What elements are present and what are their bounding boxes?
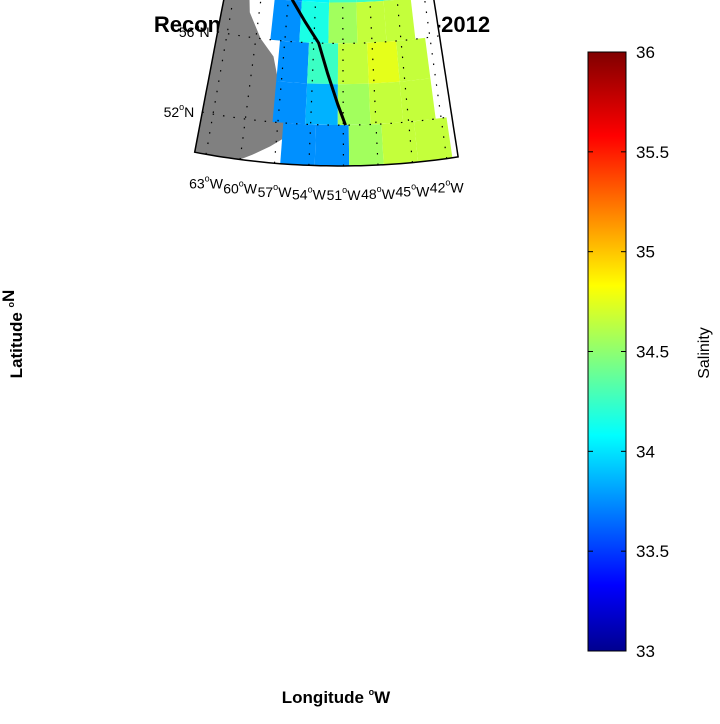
- salinity-cell: [383, 0, 416, 42]
- lat-tick-label: 52oN: [164, 102, 195, 120]
- colorbar-label: Salinity: [696, 327, 713, 379]
- colorbar-tick-label: 35: [636, 243, 655, 262]
- colorbar-tick-label: 34: [636, 442, 655, 461]
- salinity-cell: [368, 81, 404, 125]
- salinity-cell: [348, 124, 384, 166]
- lon-tick-label: 45oW: [395, 182, 430, 200]
- map-frame-outline: [193, 0, 459, 167]
- salinity-cell: [328, 2, 358, 44]
- colorbar-tick-label: 34.5: [636, 343, 669, 362]
- salinity-cell: [337, 42, 369, 85]
- salinity-cell: [396, 37, 431, 82]
- salinity-cell: [399, 78, 436, 123]
- map-area: [193, 0, 459, 167]
- front-contour: [280, 0, 347, 126]
- colorbar-tick-label: 33.5: [636, 542, 669, 561]
- colorbar: 33 33.5 34 34.5 35 35.5 36 Salinity: [587, 43, 713, 661]
- lon-tick-label: 63oW: [189, 173, 224, 191]
- salinity-cell: [280, 122, 316, 166]
- colorbar-tick-label: 33: [636, 642, 655, 661]
- salinity-cell: [272, 81, 308, 125]
- latitude-ticks: 68oN64oN60oN56oN52oN: [164, 22, 210, 120]
- salinity-cell: [314, 124, 350, 166]
- lon-tick-label: 51oW: [327, 185, 362, 203]
- salinity-cell: [381, 121, 419, 165]
- lon-tick-label: 48oW: [361, 184, 396, 202]
- salinity-cell: [270, 0, 302, 43]
- colorbar-gradient: [587, 51, 627, 652]
- colorbar-ticks: 33 33.5 34 34.5 35 35.5 36: [588, 43, 669, 661]
- colorbar-tick-label: 35.5: [636, 143, 669, 162]
- salinity-cell: [299, 1, 330, 44]
- lon-tick-label: 60oW: [223, 179, 258, 197]
- salinity-cell: [367, 41, 400, 84]
- longitude-ticks: 63oW 60oW 57oW 54oW 51oW 48oW 45oW 42oW: [189, 173, 464, 203]
- colorbar-tick-label: 36: [636, 43, 655, 62]
- labrador-land: [194, 0, 293, 160]
- salinity-cell: [307, 42, 339, 85]
- front-line: [280, 0, 347, 126]
- y-axis-label: Latitude oN: [0, 290, 26, 379]
- lon-tick-label: 57oW: [258, 182, 293, 200]
- salinity-cell: [414, 117, 453, 162]
- salinity-cell: [356, 1, 387, 44]
- lat-tick-label: 56oN: [179, 22, 210, 40]
- lon-tick-label: 54oW: [292, 184, 327, 202]
- salinity-cell: [305, 83, 338, 126]
- salinity-cells: [270, 0, 453, 166]
- salinity-cell: [329, 0, 357, 3]
- x-axis-label: Longitude oW: [282, 687, 391, 707]
- salinity-cell: [276, 40, 309, 84]
- salinity-cell: [337, 83, 371, 126]
- lon-tick-label: 42oW: [430, 178, 465, 196]
